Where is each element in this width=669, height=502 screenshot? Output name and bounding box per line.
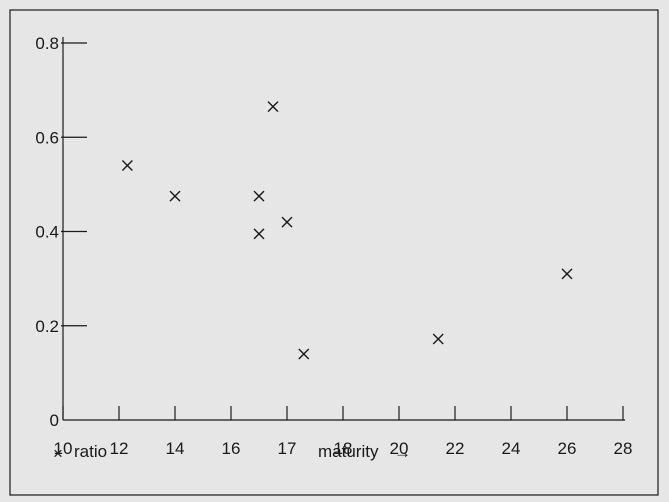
y-tick-label: 0.4 [35, 223, 59, 242]
data-point-marker [298, 348, 310, 360]
legend-label: ratio [74, 442, 107, 461]
y-tick-label: 0.8 [35, 34, 59, 53]
x-tick-label: 17 [278, 439, 297, 458]
chart-frame [9, 9, 659, 496]
x-tick-label: 14 [166, 439, 185, 458]
y-tick-label: 0.2 [35, 317, 59, 336]
x-axis-title-arrow: → [394, 443, 411, 462]
legend-marker: × [53, 444, 63, 463]
x-tick-label: 18 [334, 439, 353, 458]
data-point-marker [253, 190, 265, 202]
x-tick-label: 12 [110, 439, 129, 458]
x-tick-label: 20 [390, 439, 409, 458]
data-markers [121, 101, 573, 360]
x-tick-label: 28 [614, 439, 633, 458]
data-point-marker [169, 190, 181, 202]
x-tick-label: 10 [54, 439, 73, 458]
x-axis: 10 12 14 16 17 18 20 22 24 26 28 [54, 406, 633, 458]
x-tick-label: 24 [502, 439, 521, 458]
data-point-marker [121, 160, 133, 172]
x-axis-title: maturity [318, 442, 379, 461]
data-point-marker [267, 101, 279, 113]
data-point-marker [432, 333, 444, 345]
data-point-marker [253, 228, 265, 240]
y-tick-label: 0 [50, 411, 59, 430]
y-tick-label: 0.6 [35, 128, 59, 147]
x-tick-label: 16 [222, 439, 241, 458]
data-point-marker [281, 216, 293, 228]
data-point-marker [561, 268, 573, 280]
x-tick-label: 22 [446, 439, 465, 458]
y-axis: 0 0.2 0.4 0.6 0.8 [35, 34, 87, 430]
x-tick-label: 26 [558, 439, 577, 458]
